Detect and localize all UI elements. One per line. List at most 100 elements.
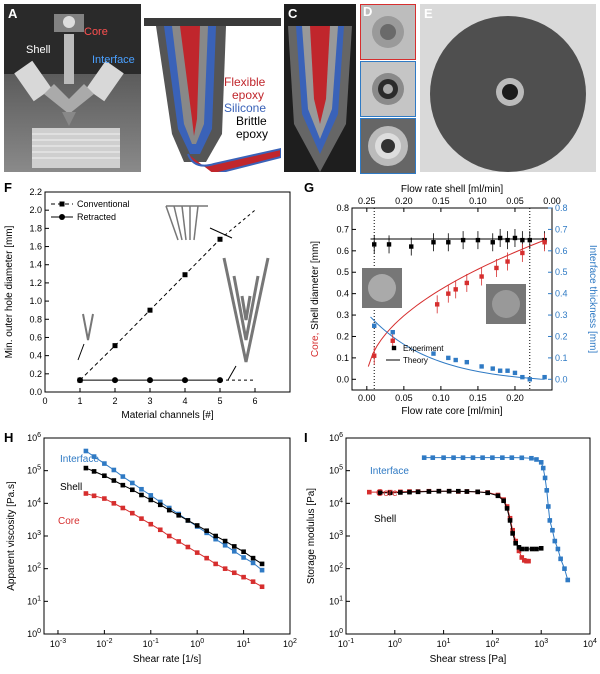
data-point-core bbox=[259, 584, 265, 590]
data-point-core bbox=[102, 496, 107, 501]
data-point-shell bbox=[524, 546, 529, 552]
data-point-interface bbox=[139, 486, 144, 492]
data-point-shell bbox=[222, 538, 228, 544]
inset-hole-left bbox=[368, 274, 396, 302]
data-point-retracted bbox=[77, 377, 83, 384]
x2-tick-label: 0.00 bbox=[543, 196, 561, 206]
nozzle-glyph-line bbox=[240, 295, 252, 321]
legend-marker-experiment bbox=[391, 345, 397, 351]
series-label-shell: Shell bbox=[60, 482, 82, 493]
chart-g: 0.00 0.05 0.10 0.15 0.20 0.25 0.20 0.15 0.10 0.05… bbox=[304, 180, 598, 417]
data-point-shell bbox=[431, 240, 436, 245]
y-tick-label: 106 bbox=[27, 432, 41, 443]
nozzle-glyph-line bbox=[181, 205, 187, 241]
data-point-interface bbox=[441, 455, 446, 460]
x-tick-label: 10-2 bbox=[96, 638, 112, 649]
data-point-shell bbox=[516, 545, 522, 550]
data-point-shell bbox=[213, 533, 218, 539]
data-point-shell bbox=[460, 237, 466, 243]
nozzle-render-panel-c: C bbox=[284, 4, 356, 172]
data-point-interface bbox=[470, 455, 476, 460]
label-flexible-epoxy: epoxy bbox=[232, 88, 265, 102]
data-point-core bbox=[157, 527, 163, 533]
y-tick-label: 104 bbox=[27, 497, 41, 508]
data-point-shell bbox=[519, 546, 525, 552]
data-point-core bbox=[390, 338, 395, 343]
data-point-interface bbox=[534, 457, 539, 462]
data-point-shell bbox=[513, 540, 518, 546]
theory-line-interface bbox=[370, 316, 545, 380]
label-interface: Interface bbox=[92, 54, 135, 66]
data-point-shell bbox=[527, 237, 532, 243]
y-axis-label-core: Core, bbox=[310, 333, 321, 357]
data-point-shell bbox=[475, 237, 481, 243]
data-point-shell bbox=[148, 497, 154, 503]
data-point-core bbox=[372, 353, 377, 358]
data-point-interface bbox=[451, 455, 456, 460]
y-tick-label: 0.4 bbox=[29, 351, 42, 361]
data-point-interface bbox=[527, 377, 532, 382]
data-point-shell bbox=[436, 488, 442, 494]
nozzle-glyph-line bbox=[232, 275, 260, 341]
series-label-core: Core bbox=[58, 516, 80, 527]
x-tick-label: 104 bbox=[583, 638, 597, 649]
panel-label-g: G bbox=[304, 180, 314, 195]
annotation-arrow bbox=[77, 343, 85, 361]
y-tick-label: 105 bbox=[27, 465, 41, 476]
y2-tick-label: 0.0 bbox=[555, 374, 568, 384]
data-point-interface bbox=[222, 542, 228, 548]
series-extrapolation bbox=[219, 209, 256, 240]
y2-axis-label: Interface thickness [mm] bbox=[587, 245, 598, 354]
data-point-core bbox=[542, 240, 547, 245]
data-point-core bbox=[111, 501, 117, 506]
data-point-shell bbox=[83, 465, 89, 471]
data-point-core bbox=[231, 570, 237, 576]
data-point-shell bbox=[102, 473, 107, 479]
data-point-interface bbox=[120, 474, 126, 479]
data-point-interface bbox=[111, 467, 117, 473]
section-interface bbox=[360, 61, 416, 117]
y2-tick-label: 0.6 bbox=[555, 246, 568, 256]
data-point-interface bbox=[480, 455, 485, 460]
data-point-shell bbox=[130, 487, 135, 493]
data-point-interface bbox=[91, 454, 97, 459]
data-point-conventional bbox=[112, 343, 118, 349]
data-point-interface bbox=[148, 493, 154, 498]
data-point-interface bbox=[512, 370, 518, 376]
data-point-interface bbox=[542, 374, 547, 380]
x-tick-label: 0.15 bbox=[469, 393, 487, 403]
y-tick-label: 0.1 bbox=[336, 353, 349, 363]
data-point-shell bbox=[250, 555, 256, 561]
y-tick-label: 101 bbox=[27, 595, 41, 606]
x-tick-label: 102 bbox=[283, 638, 297, 649]
data-point-interface bbox=[490, 366, 495, 371]
data-point-shell bbox=[241, 549, 246, 555]
y-axis-label: Apparent viscosity [Pa.s] bbox=[6, 481, 17, 591]
y-tick-label: 0.4 bbox=[336, 289, 349, 299]
annotation-arrow bbox=[209, 227, 233, 239]
y-tick-label: 2.2 bbox=[29, 187, 42, 197]
data-point-shell bbox=[512, 235, 518, 241]
y-axis-label: Storage modulus [Pa] bbox=[306, 488, 317, 584]
data-point-interface bbox=[547, 518, 553, 523]
data-point-core bbox=[520, 250, 525, 256]
data-point-shell bbox=[111, 478, 117, 483]
data-point-shell bbox=[426, 489, 432, 494]
data-point-interface bbox=[157, 499, 163, 505]
label-brittle-epoxy: epoxy bbox=[236, 127, 269, 141]
data-point-shell bbox=[176, 513, 182, 518]
plot-frame bbox=[44, 191, 291, 393]
y-tick-label: 106 bbox=[329, 432, 343, 443]
x-tick-label: 0 bbox=[42, 396, 47, 406]
data-point-interface bbox=[213, 536, 218, 542]
annotation-arrow bbox=[227, 365, 237, 381]
data-point-shell bbox=[387, 490, 393, 496]
data-point-shell bbox=[507, 518, 513, 523]
data-point-core bbox=[139, 516, 144, 521]
x-tick-label: 100 bbox=[190, 638, 204, 649]
panel-label-f: F bbox=[4, 180, 12, 195]
theory-line-core bbox=[367, 239, 545, 367]
data-point-conventional bbox=[147, 307, 153, 313]
data-point-shell bbox=[446, 240, 451, 245]
x2-tick-label: 0.15 bbox=[432, 196, 450, 206]
